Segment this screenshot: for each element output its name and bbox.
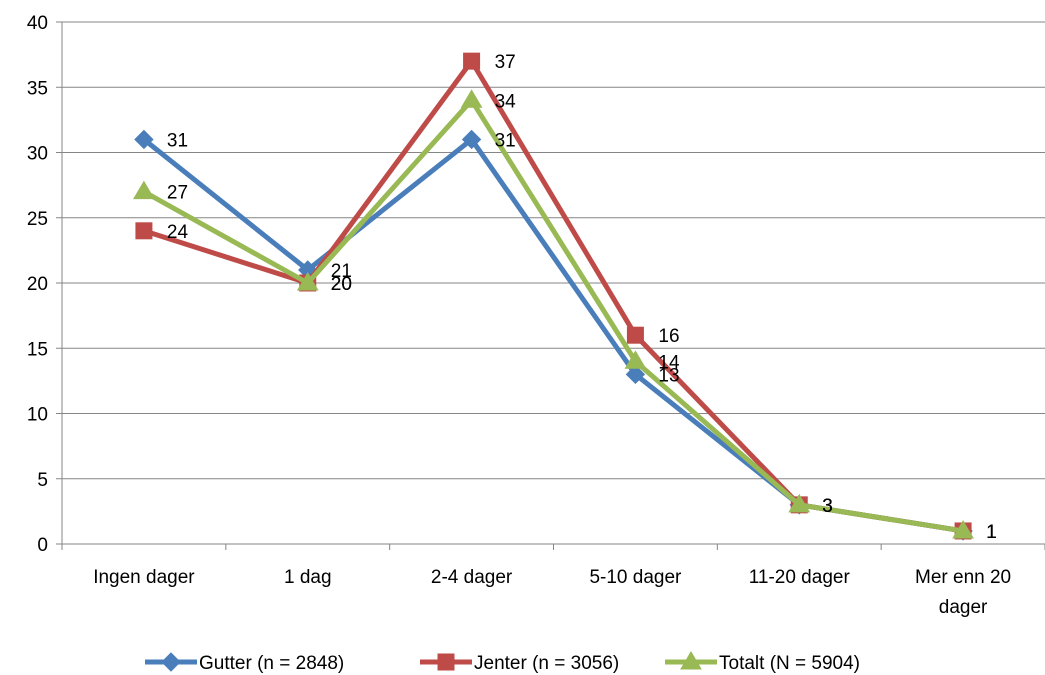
- gridlines: [62, 21, 1045, 480]
- y-tick-label: 10: [27, 405, 48, 426]
- y-tick-label: 30: [27, 144, 48, 165]
- series-2-data-label: 16: [658, 326, 679, 347]
- legend-item-2: Jenter (n = 3056): [420, 653, 619, 674]
- series-2-line: [141, 58, 966, 534]
- y-tick-label: 40: [27, 13, 48, 34]
- series-2-data-label: 1: [986, 522, 997, 543]
- series-1-point: [134, 129, 154, 150]
- legend-item-1: Gutter (n = 2848): [145, 652, 344, 674]
- series-2-point: [626, 326, 644, 344]
- series-3-point: [296, 272, 319, 291]
- series-2-data-label: 37: [495, 52, 516, 73]
- y-tick-label: 20: [27, 274, 48, 295]
- series-3-data-label: 14: [658, 352, 680, 373]
- y-tick-label: 0: [37, 535, 48, 556]
- series-1-data-label: 3: [822, 496, 833, 517]
- y-tick-label: 15: [27, 339, 48, 360]
- legend-item-1-label: Gutter (n = 2848): [199, 653, 344, 674]
- series-3-point: [133, 180, 155, 200]
- legend-item-3-marker: [680, 651, 702, 670]
- series-1-point: [461, 129, 482, 150]
- series-3-data-label: 3: [822, 496, 833, 517]
- x-tick-label: 1 dag: [284, 567, 332, 588]
- y-tick-label: 5: [37, 470, 48, 491]
- y-tick-label: 35: [27, 78, 48, 99]
- x-tick-label: 11-20 dager: [749, 567, 851, 588]
- y-tick-label: 25: [27, 209, 48, 230]
- series-3-line: [141, 97, 966, 534]
- series-2-data-label: 3: [822, 496, 833, 517]
- x-tick-label: Ingen dager: [93, 567, 195, 588]
- series-1-point: [625, 364, 646, 385]
- series-2-point: [135, 222, 153, 240]
- x-tick-label: 2-4 dager: [431, 567, 513, 588]
- x-tick-labels: Ingen dager 1 dag 2-4 dager 5-10 dager 11-20…: [93, 567, 1011, 618]
- legend-item-3-label: Totalt (N = 5904): [719, 653, 860, 674]
- series-lines: [133, 52, 974, 541]
- series-3-point: [788, 493, 811, 513]
- series-1-data-label: 13: [658, 365, 679, 386]
- x-tick-label: Mer enn 20 dager: [915, 567, 1011, 618]
- series-1-data-label: 1: [986, 522, 997, 543]
- series-1-data-label: 21: [331, 261, 352, 282]
- legend-item-2-label: Jenter (n = 3056): [474, 653, 619, 674]
- series-2-point: [463, 52, 481, 70]
- series-3-point: [624, 350, 647, 369]
- legend-item-3: Totalt (N = 5904): [665, 651, 860, 674]
- legend-item-2-marker: [437, 653, 455, 671]
- series-3-data-label: 1: [986, 522, 997, 543]
- series-2-data-label: 20: [331, 274, 352, 295]
- series-2-data-label: 24: [167, 222, 189, 243]
- x-tick-label: 5-10 dager: [589, 567, 682, 588]
- legend-item-1-marker: [161, 652, 181, 672]
- series-3-point: [952, 519, 974, 539]
- legend: Gutter (n = 2848) Jenter (n = 3056) Totalt…: [145, 651, 860, 674]
- series-3-point: [460, 89, 483, 108]
- series-3-data-label: 27: [167, 183, 188, 204]
- series-3-data-label: 20: [331, 274, 352, 295]
- series-1-data-label: 31: [495, 130, 516, 151]
- series-1-data-label: 31: [167, 130, 188, 151]
- y-tick-labels: 0 5 10 15 20 25 30 35 40: [27, 13, 48, 556]
- axes: [56, 21, 1045, 550]
- series-3-data-label: 34: [495, 91, 517, 112]
